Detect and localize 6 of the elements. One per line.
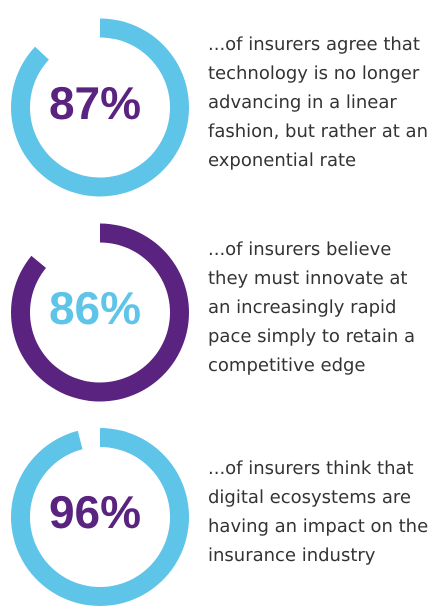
data-label: 87% [48,76,142,130]
text: ...of insurers believe they must innovate at an increasingly rapid pace simply to retain a competitive edge [208,238,416,378]
data-label: 86% [48,280,142,336]
text: ...of insurers agree that technology is no longer advancing in a linear fashion, but rather at an exponential rate [208,33,429,173]
data-label: 96% [48,485,142,540]
text: ...of insurers think that digital ecosystems are having an impact on the insurance industry [208,457,430,568]
